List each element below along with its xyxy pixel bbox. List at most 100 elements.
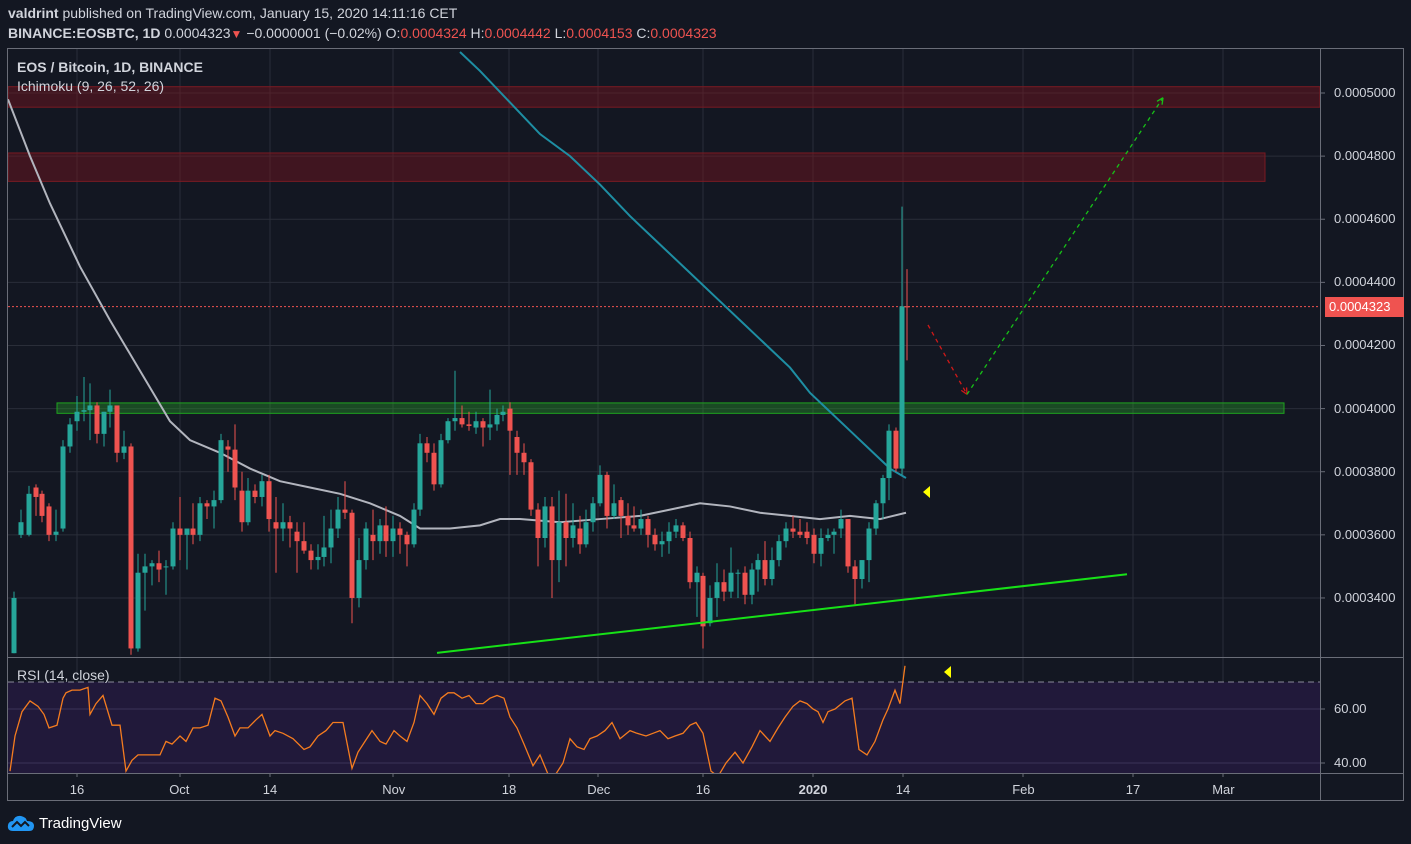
candle: [494, 408, 500, 431]
price-axis-label: 0.0004600: [1334, 211, 1396, 227]
candle: [790, 515, 796, 538]
candle: [11, 591, 17, 654]
candle: [287, 515, 293, 548]
candle: [797, 519, 803, 538]
candle: [611, 484, 617, 520]
low-value: 0.0004153: [566, 25, 633, 41]
candle: [239, 471, 245, 532]
candle: [866, 522, 872, 583]
candle: [397, 522, 403, 554]
candle: [197, 496, 203, 542]
candle: [67, 418, 73, 453]
candle: [563, 493, 569, 567]
high-label: H:: [470, 25, 485, 41]
candle: [335, 496, 341, 538]
candle: [163, 560, 169, 595]
price-axis-label: 0.0004000: [1334, 400, 1396, 416]
author-name[interactable]: valdrint: [8, 5, 59, 21]
candle: [363, 522, 369, 570]
candle: [542, 496, 548, 548]
time-axis-label: Mar: [1212, 782, 1235, 797]
candle: [880, 474, 886, 520]
candle: [577, 515, 583, 554]
candle: [39, 490, 45, 523]
candle: [424, 437, 430, 463]
candle: [473, 411, 479, 434]
candle: [845, 519, 851, 573]
candle: [694, 566, 700, 617]
candle: [128, 443, 134, 655]
chart-legend-title[interactable]: EOS / Bitcoin, 1D, BINANCE: [17, 59, 203, 75]
time-axis-label: Feb: [1012, 782, 1035, 797]
time-axis-label: 18: [501, 782, 517, 797]
time-axis-label: Nov: [382, 782, 406, 797]
rsi-axis-label: 40.00: [1334, 755, 1367, 770]
rsi-band: [8, 682, 1320, 773]
price-axis-label: 0.0004200: [1334, 337, 1396, 353]
close-label: C:: [636, 25, 651, 41]
green-projection-arrow[interactable]: [966, 97, 1164, 395]
candle: [776, 534, 782, 567]
chart-frame: [7, 48, 1404, 801]
candle: [618, 496, 624, 538]
open-label: O:: [385, 25, 401, 41]
ascending-trendline[interactable]: [436, 573, 1128, 654]
candle: [728, 547, 734, 598]
candle: [480, 418, 486, 447]
resistance-zone[interactable]: [8, 152, 1266, 182]
candle: [370, 509, 376, 561]
time-axis-label: 2020: [798, 782, 828, 797]
candle: [170, 522, 176, 570]
candle: [60, 440, 66, 532]
ichimoku-legend[interactable]: Ichimoku (9, 26, 52, 26): [17, 78, 165, 94]
candle: [121, 430, 127, 460]
candle: [342, 481, 348, 520]
rsi-legend[interactable]: RSI (14, close): [17, 667, 110, 683]
candle: [811, 528, 817, 564]
candle: [321, 515, 327, 567]
price-pane[interactable]: [8, 49, 1320, 657]
candle: [859, 560, 865, 589]
candle: [556, 490, 562, 583]
yellow-marker-icon: [923, 486, 930, 498]
time-axis-label: 16: [69, 782, 85, 797]
candle: [755, 553, 761, 592]
candle: [218, 433, 224, 504]
gray-moving-average: [8, 98, 907, 530]
candle: [466, 411, 472, 431]
candle: [514, 430, 520, 475]
red-projection-arrow[interactable]: [927, 324, 968, 395]
support-zone[interactable]: [56, 402, 1285, 414]
candle: [225, 440, 231, 472]
close-value: 0.0004323: [650, 25, 717, 41]
resistance-zone[interactable]: [8, 86, 1320, 108]
candle: [831, 528, 837, 554]
candle: [74, 395, 80, 431]
low-label: L:: [554, 25, 567, 41]
candle: [383, 506, 389, 557]
published-text: published on TradingView.com, January 15…: [58, 5, 458, 21]
candle: [177, 496, 183, 561]
candle: [714, 563, 720, 617]
candle: [528, 459, 534, 516]
candle: [659, 531, 665, 557]
candle: [680, 522, 686, 542]
candle: [33, 484, 39, 516]
candle: [487, 389, 493, 441]
candle: [700, 572, 706, 649]
candle: [604, 471, 610, 529]
candle: [301, 522, 307, 554]
candle: [26, 485, 32, 537]
down-arrow-icon: ▼: [230, 27, 243, 41]
candle: [252, 484, 258, 504]
price-axis-label: 0.0003400: [1334, 589, 1396, 605]
rsi-pane[interactable]: [8, 658, 1320, 790]
candle: [852, 560, 858, 605]
candle: [404, 531, 410, 567]
time-axis-label: 16: [695, 782, 711, 797]
candle: [87, 383, 93, 441]
symbol-info-bar: BINANCE:EOSBTC, 1D 0.0004323▼ −0.0000001…: [8, 25, 717, 41]
tradingview-logo[interactable]: TradingView: [7, 814, 122, 832]
candle: [625, 503, 631, 535]
